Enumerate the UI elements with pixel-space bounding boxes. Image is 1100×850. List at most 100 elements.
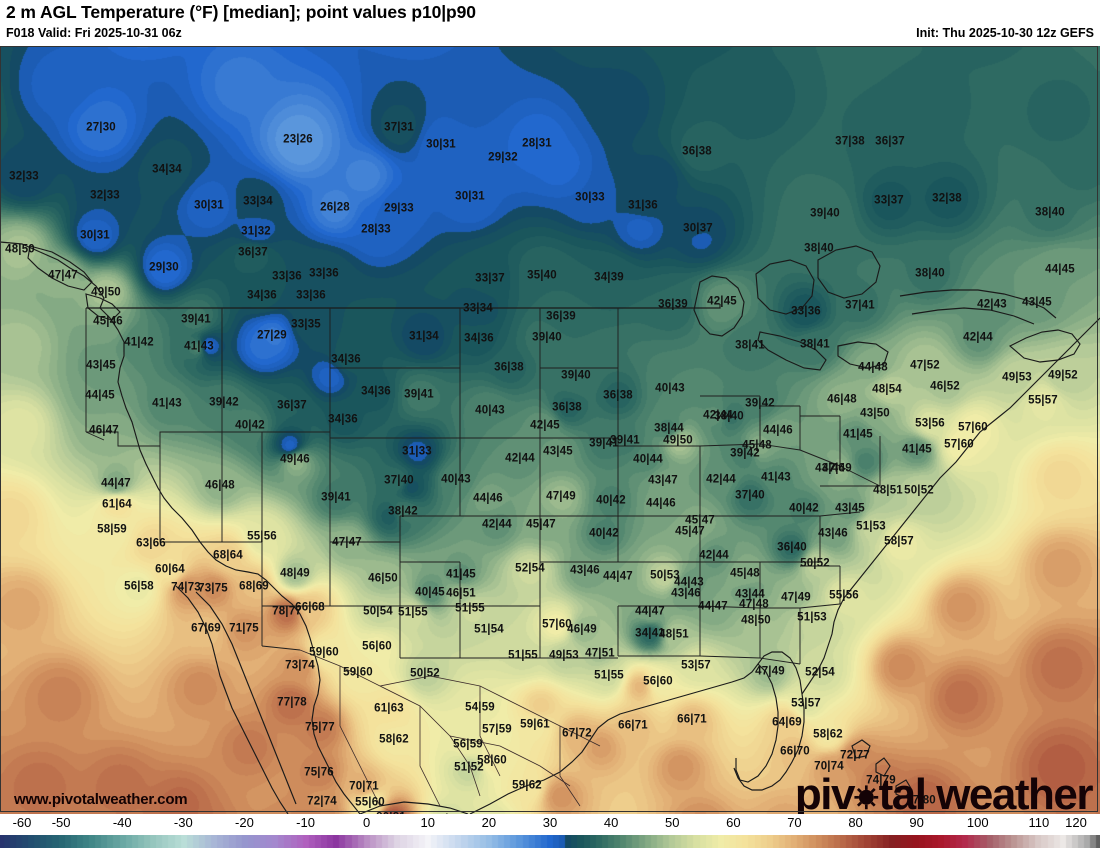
point-value: 43|45 xyxy=(543,445,573,458)
colorbar-tick: 100 xyxy=(966,815,989,830)
point-value: 52|54 xyxy=(805,666,835,679)
point-value: 64|69 xyxy=(772,716,802,729)
point-value: 47|47 xyxy=(332,536,362,549)
colorbar-tick: -60 xyxy=(12,815,32,830)
point-value: 59|62 xyxy=(512,779,542,792)
point-value: 45|47 xyxy=(685,514,715,527)
point-value: 46|47 xyxy=(89,424,119,437)
point-value: 37|38 xyxy=(835,135,865,148)
point-value: 31|36 xyxy=(628,199,658,212)
point-value: 39|41 xyxy=(589,437,619,450)
point-value: 45|48 xyxy=(742,439,772,452)
point-value: 44|46 xyxy=(763,424,793,437)
point-value: 43|50 xyxy=(860,407,890,420)
point-value: 32|33 xyxy=(90,189,120,202)
point-value: 39|42 xyxy=(730,447,760,460)
point-value: 38|40 xyxy=(714,410,744,423)
point-value: 59|61 xyxy=(520,718,550,731)
point-value: 36|37 xyxy=(875,135,905,148)
point-value: 38|41 xyxy=(800,338,830,351)
point-value: 51|54 xyxy=(474,623,504,636)
point-value: 47|49 xyxy=(822,462,852,475)
point-value: 66|70 xyxy=(780,745,810,758)
point-value: 41|42 xyxy=(124,336,154,349)
point-value: 56|58 xyxy=(124,580,154,593)
point-value: 46|49 xyxy=(567,623,597,636)
point-value: 42|44 xyxy=(963,331,993,344)
point-value: 68|64 xyxy=(213,549,243,562)
point-value: 29|33 xyxy=(384,202,414,215)
point-value: 43|46 xyxy=(818,527,848,540)
point-value: 44|47 xyxy=(635,605,665,618)
point-value: 32|38 xyxy=(932,192,962,205)
point-value: 38|40 xyxy=(1035,206,1065,219)
point-value: 42|44 xyxy=(699,549,729,562)
point-value: 32|33 xyxy=(9,170,39,183)
colorbar-gradient[interactable] xyxy=(0,835,1100,848)
point-value: 27|30 xyxy=(86,121,116,134)
colorbar-tick: -50 xyxy=(51,815,71,830)
temperature-map[interactable]: 27|30 23|26 34|34 37|31 30|31 28|31 29|32 36|38… xyxy=(0,46,1100,814)
point-value: 54|59 xyxy=(465,701,495,714)
point-value: 36|38 xyxy=(494,361,524,374)
point-value: 47|51 xyxy=(585,647,615,660)
point-value: 30|31 xyxy=(426,138,456,151)
point-value: 43|46 xyxy=(671,587,701,600)
point-value: 37|41 xyxy=(845,299,875,312)
point-value: 58|57 xyxy=(884,535,914,548)
point-value: 49|53 xyxy=(549,649,579,662)
point-value: 37|40 xyxy=(384,474,414,487)
page-title: 2 m AGL Temperature (°F) [median]; point… xyxy=(6,2,476,22)
point-value: 36|38 xyxy=(682,145,712,158)
point-value: 39|40 xyxy=(532,331,562,344)
point-value: 57|60 xyxy=(944,438,974,451)
colorbar-tick: 30 xyxy=(542,815,558,830)
point-value: 43|46 xyxy=(815,462,845,475)
point-value: 33|36 xyxy=(791,305,821,318)
point-value: 43|44 xyxy=(735,588,765,601)
colorbar-tick: 110 xyxy=(1028,815,1050,830)
point-value: 42|45 xyxy=(530,419,560,432)
point-value: 28|31 xyxy=(522,137,552,150)
gear-icon xyxy=(854,771,879,810)
point-value: 51|52 xyxy=(454,761,484,774)
point-value: 46|51 xyxy=(446,587,476,600)
point-value: 55|56 xyxy=(829,589,859,602)
colorbar-panel: -60 -50 -40 -30 -20 -10 0 10 20 30 40 50 60 70 80 90 100… xyxy=(0,814,1100,850)
point-value: 71|75 xyxy=(229,622,259,635)
point-value: 50|54 xyxy=(363,605,393,618)
point-value: 45|47 xyxy=(675,525,705,538)
point-value: 34|36 xyxy=(331,353,361,366)
brand-post: tal weather xyxy=(878,770,1094,814)
point-value: 46|52 xyxy=(930,380,960,393)
point-value: 51|55 xyxy=(398,606,428,619)
point-value: 37|40 xyxy=(735,489,765,502)
point-value: 26|28 xyxy=(320,201,350,214)
point-value: 48|49 xyxy=(280,567,310,580)
point-value: 40|43 xyxy=(441,473,471,486)
point-value: 52|54 xyxy=(515,562,545,575)
point-value: 56|60 xyxy=(362,640,392,653)
point-value: 41|45 xyxy=(902,443,932,456)
colorbar-tick: 120 xyxy=(1065,815,1087,830)
colorbar-tick-labels: -60 -50 -40 -30 -20 -10 0 10 20 30 40 50 60 70 80 90 100… xyxy=(0,814,1100,834)
point-value: 28|33 xyxy=(361,223,391,236)
point-value: 50|52 xyxy=(410,667,440,680)
point-value: 29|30 xyxy=(149,261,179,274)
point-value: 34|36 xyxy=(361,385,391,398)
brand-pre: piv xyxy=(794,770,856,814)
point-value: 40|43 xyxy=(475,404,505,417)
point-value: 40|42 xyxy=(789,502,819,515)
point-value: 34|39 xyxy=(594,271,624,284)
point-value: 36|37 xyxy=(238,246,268,259)
point-value: 48|51 xyxy=(873,484,903,497)
point-value: 67|69 xyxy=(191,622,221,635)
point-value: 38|42 xyxy=(388,505,418,518)
colorbar-tick: -20 xyxy=(235,815,254,830)
point-value: 44|47 xyxy=(698,600,728,613)
point-value: 36|40 xyxy=(777,541,807,554)
point-value: 44|46 xyxy=(473,492,503,505)
point-value: 58|62 xyxy=(379,733,409,746)
point-value: 45|47 xyxy=(526,518,556,531)
